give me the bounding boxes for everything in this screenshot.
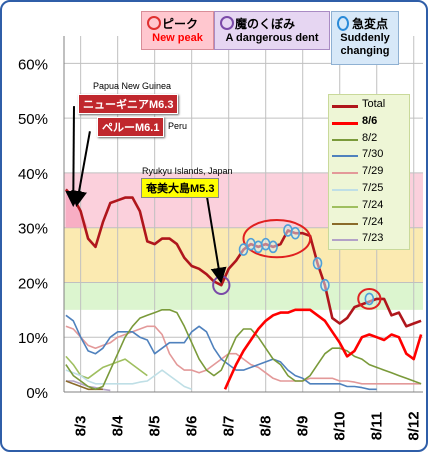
annotation-arrow-0 <box>65 106 82 208</box>
legend-swatch <box>332 121 358 125</box>
annotation-arrow-2 <box>205 193 227 284</box>
y-tick-label: 10% <box>18 330 48 347</box>
annotation-arrow-1 <box>71 131 91 207</box>
legend-swatch <box>332 155 358 158</box>
y-tick-label: 40% <box>18 166 48 183</box>
legend-entry: 7/25 <box>329 181 409 198</box>
peru-place-label: Peru <box>168 121 188 131</box>
legend-entry: 7/29 <box>329 164 409 181</box>
x-tick-label: 8/12 <box>406 411 423 440</box>
change-marker-0 <box>238 243 249 256</box>
series-line-7-30-5 <box>65 314 377 391</box>
ryukyu-place-label: Ryukyu Islands, Japan <box>142 166 233 176</box>
legend-entry: 7/24 <box>329 198 409 215</box>
y-tick-label: 60% <box>18 56 48 73</box>
legend-label: 7/24 <box>362 198 384 211</box>
legend-label: 7/29 <box>362 165 384 178</box>
series-line-8-6-7 <box>223 308 423 390</box>
amami-quake-label: 奄美大島M5.3 <box>141 178 220 198</box>
legend-label: 7/23 <box>362 232 384 245</box>
dent-circle-icon <box>220 16 234 30</box>
legend-label: 8/6 <box>362 114 378 127</box>
legend-entry: 8/6 <box>329 114 409 131</box>
change-circle-icon <box>337 16 349 31</box>
y-tick-label: 0% <box>26 385 48 402</box>
papua-place-label: Papua New Guinea <box>93 81 172 91</box>
y-tick-label: 50% <box>18 111 48 128</box>
legend-tag-change: 急変点 Suddenly changing <box>331 11 399 65</box>
change-marker-6 <box>290 226 301 240</box>
legend-entry: 7/30 <box>329 147 409 164</box>
series-line-8-2-6 <box>65 308 422 391</box>
x-tick-label: 8/10 <box>332 411 349 440</box>
x-tick-label: 8/8 <box>258 416 275 437</box>
legend-label: 7/25 <box>362 182 384 194</box>
change-marker-4 <box>268 240 278 254</box>
peak-circle-icon <box>147 16 161 30</box>
legend-swatch <box>332 222 358 225</box>
y-tick-label: 30% <box>18 221 48 238</box>
legend-tag-dent-en: A dangerous dent <box>225 32 319 44</box>
legend-tag-dent: 魔のくぼみ A dangerous dent <box>214 11 330 50</box>
change-marker-9 <box>364 292 375 306</box>
x-tick-label: 8/9 <box>295 416 312 437</box>
legend-swatch <box>332 189 358 191</box>
legend-tag-peak-jp: ピーク <box>162 17 199 31</box>
legend-entry: 7/23 <box>329 231 409 248</box>
legend-label: 8/2 <box>362 131 378 144</box>
legend-tag-change-jp: 急変点 <box>352 17 389 31</box>
legend-swatch <box>332 105 358 108</box>
x-tick-label: 8/6 <box>184 416 201 437</box>
series-line-7-24-2 <box>65 355 148 380</box>
legend-tag-dent-jp: 魔のくぼみ <box>235 17 296 31</box>
legend-label: Total <box>362 98 386 110</box>
legend-swatch <box>332 239 358 242</box>
legend-label: 7/30 <box>362 148 384 161</box>
change-marker-7 <box>312 256 323 270</box>
x-tick-label: 8/5 <box>147 416 164 437</box>
legend-entry: 7/24 <box>329 215 409 232</box>
legend-tag-peak: ピーク New peak <box>141 11 214 50</box>
x-tick-label: 8/4 <box>110 415 127 437</box>
legend-swatch <box>332 172 358 175</box>
legend-swatch <box>332 205 358 208</box>
legend-label: 7/24 <box>362 215 384 228</box>
series-legend: Total 8/6 8/2 7/30 7/29 7/25 7/24 7/24 7/23 <box>328 94 410 250</box>
peru-quake-label: ペルーM6.1 <box>97 117 165 137</box>
peak-circle-0 <box>242 219 312 259</box>
legend-entry: 8/2 <box>329 131 409 148</box>
legend-entry: Total <box>329 97 409 114</box>
papua-quake-label: ニューギニアM6.3 <box>78 94 179 114</box>
legend-swatch <box>332 138 358 141</box>
change-marker-8 <box>320 278 330 292</box>
series-line-7-25-3 <box>65 369 192 391</box>
x-tick-label: 8/3 <box>73 416 90 437</box>
series-line-7-29-4 <box>65 325 422 385</box>
legend-tag-peak-en: New peak <box>152 32 203 44</box>
x-tick-label: 8/11 <box>369 412 386 440</box>
legend-tag-change-en: Suddenly changing <box>340 32 390 57</box>
x-tick-label: 8/7 <box>221 416 238 437</box>
peak-circle-1 <box>357 288 382 310</box>
y-tick-label: 20% <box>18 275 48 292</box>
